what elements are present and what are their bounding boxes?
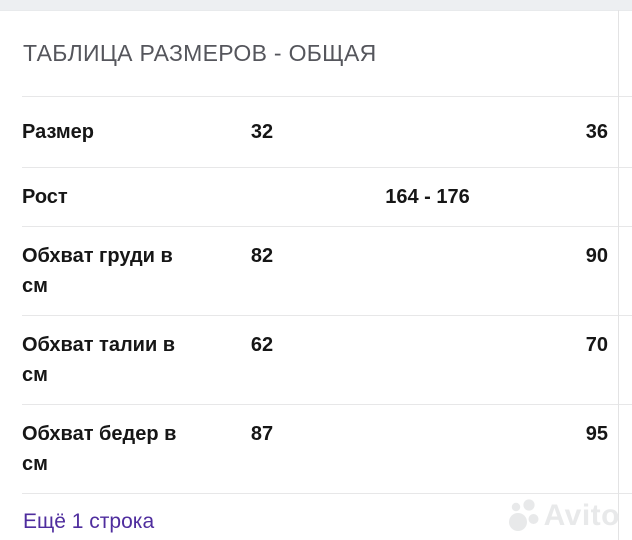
waist-value-col2: 62	[250, 334, 274, 356]
row-label: Обхват груди в см	[22, 245, 173, 297]
page-title: ТАБЛИЦА РАЗМЕРОВ - ОБЩАЯ	[23, 40, 377, 66]
row-label: Обхват талии в см	[22, 334, 176, 386]
more-rows-link[interactable]: Ещё 1 строка	[23, 510, 155, 533]
table-footer: Ещё 1 строка	[23, 494, 632, 535]
card-right-border	[618, 10, 619, 540]
row-label: Рост	[22, 186, 68, 208]
row-label: Обхват бедер в см	[22, 423, 177, 475]
table-row-waist: Обхват талии в см 62 70	[22, 316, 632, 405]
table-row-chest: Обхват груди в см 82 90	[22, 227, 632, 316]
size-value-col3: 36	[585, 121, 608, 143]
table-row-size: Размер 32 36	[22, 96, 632, 168]
table-row-hips: Обхват бедер в см 87 95	[22, 405, 632, 494]
size-value-col2: 32	[250, 121, 274, 143]
hips-value-col3: 95	[585, 423, 608, 445]
waist-value-col3: 70	[585, 334, 608, 356]
top-bar	[0, 0, 632, 11]
height-range-value: 164 - 176	[385, 186, 470, 208]
hips-value-col2: 87	[250, 423, 274, 445]
row-label: Размер	[22, 121, 95, 143]
chest-value-col3: 90	[585, 245, 608, 267]
table-row-height: Рост 164 - 176	[22, 168, 632, 227]
chest-value-col2: 82	[250, 245, 274, 267]
size-table: Размер 32 36 Рост 164 - 176 Обхват груди…	[0, 96, 632, 494]
